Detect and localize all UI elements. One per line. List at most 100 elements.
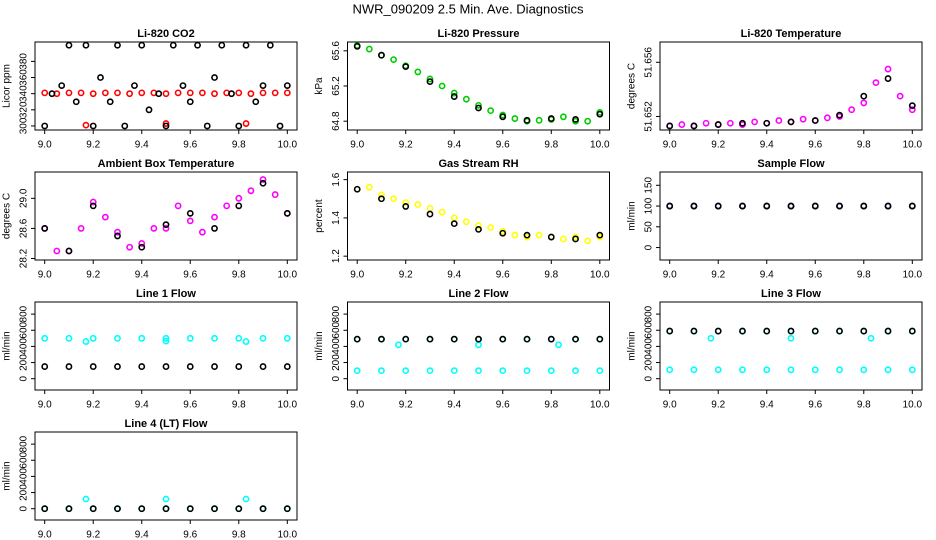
- x-tick-label: 9.6: [808, 270, 822, 281]
- data-point: [82, 121, 90, 129]
- x-tick-label: 9.8: [857, 140, 871, 151]
- x-tick-label: 10.0: [590, 400, 610, 411]
- data-point: [462, 95, 470, 103]
- y-tick-label: 400: [19, 338, 30, 355]
- data-point: [162, 221, 170, 229]
- data-point: [535, 231, 543, 239]
- x-tick-label: 9.4: [760, 270, 774, 281]
- y-tick-label: 800: [644, 305, 655, 322]
- data-point: [82, 41, 90, 49]
- x-tick-label: 9.8: [232, 530, 246, 540]
- data-point: [475, 335, 482, 343]
- data-point: [763, 119, 771, 127]
- data-point: [596, 110, 604, 118]
- y-tick-label: 400: [331, 338, 342, 355]
- panel-title: Ambient Box Temperature: [98, 158, 235, 170]
- x-tick-label: 9.0: [663, 400, 677, 411]
- data-point: [702, 119, 710, 127]
- data-point: [426, 75, 434, 83]
- x-tick-label: 9.6: [183, 400, 197, 411]
- plot-frame: [347, 171, 610, 261]
- x-tick-label: 9.8: [857, 400, 871, 411]
- data-point: [836, 366, 843, 374]
- x-tick-label: 9.4: [760, 400, 774, 411]
- data-point: [884, 327, 892, 335]
- data-point: [867, 334, 875, 342]
- data-point: [106, 98, 114, 106]
- y-axis-label: degrees C: [627, 63, 638, 109]
- data-point: [763, 327, 771, 335]
- data-point: [138, 240, 146, 247]
- data-point: [89, 122, 97, 130]
- x-tick-label: 9.4: [135, 270, 149, 281]
- data-point: [211, 225, 218, 232]
- x-tick-label: 9.6: [808, 140, 822, 151]
- data-point: [811, 202, 819, 210]
- data-point: [89, 334, 97, 342]
- x-tick-label: 9.4: [135, 530, 149, 540]
- data-point: [242, 41, 250, 49]
- y-tick-label: 0: [644, 375, 655, 381]
- data-point: [438, 208, 446, 216]
- data-point: [138, 505, 146, 513]
- data-point: [186, 505, 194, 513]
- data-point: [475, 341, 482, 349]
- x-tick-label: 9.0: [38, 400, 52, 411]
- data-point: [584, 237, 592, 245]
- data-point: [179, 82, 187, 89]
- y-axis-label: ml/min: [627, 201, 638, 230]
- panel-title: Line 4 (LT) Flow: [125, 418, 208, 430]
- data-point: [53, 247, 61, 255]
- data-point: [235, 122, 243, 130]
- data-point: [365, 183, 373, 191]
- y-tick-label: 380: [19, 53, 30, 70]
- data-point: [65, 41, 73, 49]
- data-point: [499, 335, 507, 343]
- data-point: [475, 225, 482, 233]
- data-point: [162, 90, 170, 98]
- data-point: [65, 89, 73, 97]
- plot-frame: [34, 41, 298, 131]
- data-point: [72, 98, 80, 106]
- data-point: [714, 327, 722, 335]
- data-point: [242, 120, 250, 127]
- figure-title: NWR_090209 2.5 Min. Ave. Diagnostics: [353, 1, 584, 16]
- data-point: [763, 202, 771, 210]
- y-axis-label: ml/min: [2, 461, 13, 490]
- data-point: [211, 505, 218, 513]
- data-point: [271, 191, 279, 198]
- data-point: [547, 233, 555, 241]
- data-point: [131, 82, 138, 89]
- x-tick-label: 9.4: [447, 270, 461, 281]
- y-axis-label: degrees C: [2, 193, 13, 239]
- data-point: [884, 366, 892, 374]
- data-point: [283, 505, 291, 513]
- data-point: [114, 41, 121, 49]
- x-tick-label: 9.8: [232, 400, 246, 411]
- data-point: [259, 82, 267, 89]
- data-point: [666, 366, 674, 374]
- x-tick-label: 9.2: [86, 530, 100, 540]
- data-point: [884, 65, 892, 73]
- x-tick-label: 9.4: [447, 400, 461, 411]
- data-point: [560, 113, 567, 121]
- data-point: [475, 101, 482, 109]
- x-tick-label: 9.8: [544, 140, 558, 151]
- data-point: [89, 90, 97, 98]
- data-point: [511, 115, 519, 122]
- data-point: [82, 338, 90, 345]
- data-point: [259, 505, 267, 513]
- y-tick-label: 51.652: [644, 101, 655, 132]
- x-tick-label: 9.4: [135, 400, 149, 411]
- data-point: [259, 334, 267, 342]
- x-tick-label: 9.0: [663, 140, 677, 151]
- data-point: [426, 210, 434, 218]
- data-point: [535, 116, 543, 124]
- data-point: [908, 102, 916, 110]
- data-point: [450, 220, 458, 228]
- data-point: [395, 341, 402, 349]
- y-tick-label: 200: [19, 484, 30, 501]
- data-point: [259, 89, 267, 97]
- plot-frame: [347, 301, 610, 391]
- data-point: [523, 116, 531, 124]
